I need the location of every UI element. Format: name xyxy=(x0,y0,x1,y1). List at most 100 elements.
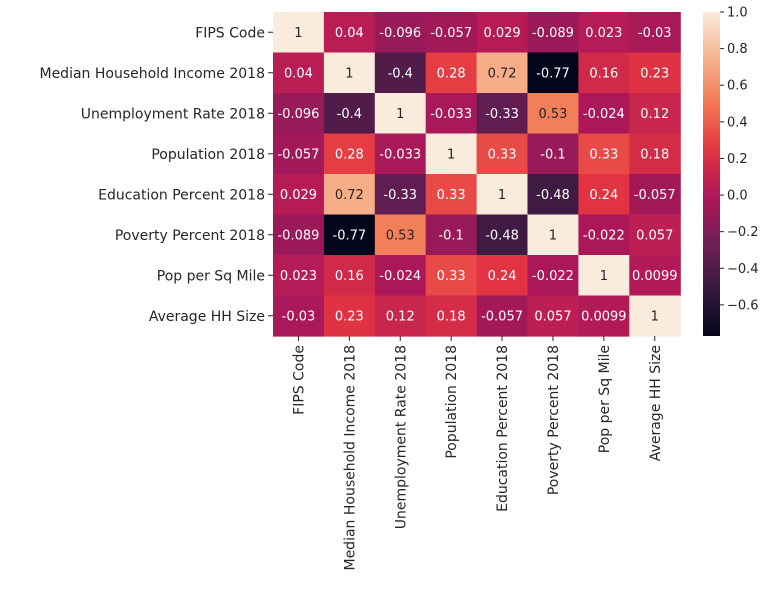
cell-value: -0.089 xyxy=(532,26,574,41)
heatmap-cell xyxy=(527,133,579,175)
cell-value: -0.48 xyxy=(536,188,570,203)
cell-value: -0.022 xyxy=(583,228,625,243)
cell-value: -0.057 xyxy=(481,309,523,324)
cell-value: 0.28 xyxy=(335,147,364,162)
cell-value: -0.77 xyxy=(536,66,570,81)
heatmap-cell xyxy=(578,255,630,297)
heatmap-cell xyxy=(476,255,529,297)
cell-value: 0.72 xyxy=(488,66,517,81)
cell-value: -0.033 xyxy=(430,107,472,122)
colorbar: −0.6 −0.4 −0.2 0.0 0.2 0.4 0.6 0.8 1.0 xyxy=(703,6,759,336)
heatmap-cell xyxy=(527,295,579,337)
cell-value: 0.04 xyxy=(335,26,364,41)
heatmap-cell xyxy=(527,214,579,256)
heatmap-cell xyxy=(578,133,630,175)
heatmap-cell xyxy=(374,214,427,256)
colorbar-tick-label: −0.6 xyxy=(727,298,759,313)
y-tick-label: FIPS Code xyxy=(195,25,265,41)
heatmap-cell xyxy=(425,255,478,297)
y-axis: FIPS Code Median Household Income 2018 Une… xyxy=(39,25,273,325)
cell-value: -0.057 xyxy=(430,26,472,41)
cell-value: 0.12 xyxy=(640,107,669,122)
cell-value: 0.23 xyxy=(640,66,669,81)
colorbar-tick-label: 0.0 xyxy=(727,189,748,204)
heatmap-cell xyxy=(323,295,376,337)
cell-value: -0.096 xyxy=(379,26,421,41)
cell-value: 0.28 xyxy=(437,66,466,81)
heatmap-cell xyxy=(273,295,325,337)
cell-value: -0.024 xyxy=(583,107,625,122)
cell-value: 1 xyxy=(600,269,608,284)
cell-value: -0.33 xyxy=(383,188,417,203)
cell-value: 0.0099 xyxy=(581,309,627,324)
heatmap-cell xyxy=(527,255,579,297)
cell-value: 0.029 xyxy=(483,26,520,41)
colorbar-tick-label: −0.2 xyxy=(727,225,759,240)
cell-value: 0.057 xyxy=(534,309,571,324)
heatmap-cell xyxy=(273,52,325,94)
heatmap-cell xyxy=(527,12,579,54)
colorbar-tick-label: 0.4 xyxy=(727,115,748,130)
heatmap-cell xyxy=(323,52,376,94)
x-tick-label: Poverty Percent 2018 xyxy=(546,345,562,495)
heatmap-cell xyxy=(629,295,681,337)
x-tick-label: Median Household Income 2018 xyxy=(342,345,358,571)
y-tick-label: Pop per Sq Mile xyxy=(157,268,265,284)
cell-value: -0.096 xyxy=(277,107,319,122)
heatmap-cell xyxy=(578,174,630,216)
heatmap-cell xyxy=(273,93,325,135)
y-tick-label: Poverty Percent 2018 xyxy=(115,228,265,244)
heatmap-cell xyxy=(273,255,325,297)
heatmap-cell xyxy=(273,133,325,175)
heatmap-cell xyxy=(273,12,325,54)
heatmap-cell xyxy=(629,93,681,135)
heatmap-cell xyxy=(629,255,681,297)
heatmap-cells xyxy=(273,12,681,337)
y-tick-label: Education Percent 2018 xyxy=(98,187,265,203)
y-tick-label: Population 2018 xyxy=(151,147,265,163)
cell-value: 1 xyxy=(498,188,506,203)
cell-value: 0.18 xyxy=(640,147,669,162)
cell-value: 0.23 xyxy=(335,309,364,324)
cell-value: -0.1 xyxy=(438,228,463,243)
heatmap-cell xyxy=(578,93,630,135)
heatmap-cell xyxy=(323,93,376,135)
heatmap-cell xyxy=(374,174,427,216)
heatmap-cell xyxy=(374,93,427,135)
cell-value: 0.023 xyxy=(280,269,317,284)
heatmap-cell xyxy=(323,174,376,216)
cell-value: -0.03 xyxy=(638,26,672,41)
heatmap-cell xyxy=(476,214,529,256)
cell-value: 0.24 xyxy=(589,188,618,203)
cell-value: 0.33 xyxy=(437,188,466,203)
y-tick-label: Average HH Size xyxy=(149,309,265,325)
heatmap-cell xyxy=(476,174,529,216)
cell-value: -0.022 xyxy=(532,269,574,284)
heatmap-cell xyxy=(425,214,478,256)
colorbar-tick-label: −0.4 xyxy=(727,262,759,277)
heatmap-cell xyxy=(425,295,478,337)
cell-value: -0.024 xyxy=(379,269,421,284)
cell-value: 0.057 xyxy=(636,228,673,243)
heatmap-cell xyxy=(273,174,325,216)
cell-value: 0.33 xyxy=(488,147,517,162)
heatmap-cell xyxy=(527,174,579,216)
cell-value: 1 xyxy=(345,66,353,81)
cell-value: 0.53 xyxy=(538,107,567,122)
heatmap-cell xyxy=(374,133,427,175)
cell-value: -0.057 xyxy=(277,147,319,162)
cell-value: 1 xyxy=(549,228,557,243)
heatmap-cell xyxy=(323,12,376,54)
heatmap-cell xyxy=(323,214,376,256)
x-axis: FIPS Code Median Household Income 2018 Une… xyxy=(291,336,664,571)
y-tick-label: Median Household Income 2018 xyxy=(39,66,265,82)
heatmap-cell xyxy=(629,174,681,216)
cell-value: 0.023 xyxy=(585,26,622,41)
cell-value: 0.72 xyxy=(335,188,364,203)
x-tick-label: Population 2018 xyxy=(444,345,460,459)
y-tick-label: Unemployment Rate 2018 xyxy=(81,106,265,122)
x-tick-label: FIPS Code xyxy=(291,345,307,415)
heatmap-cell xyxy=(578,12,630,54)
heatmap-cell xyxy=(374,12,427,54)
